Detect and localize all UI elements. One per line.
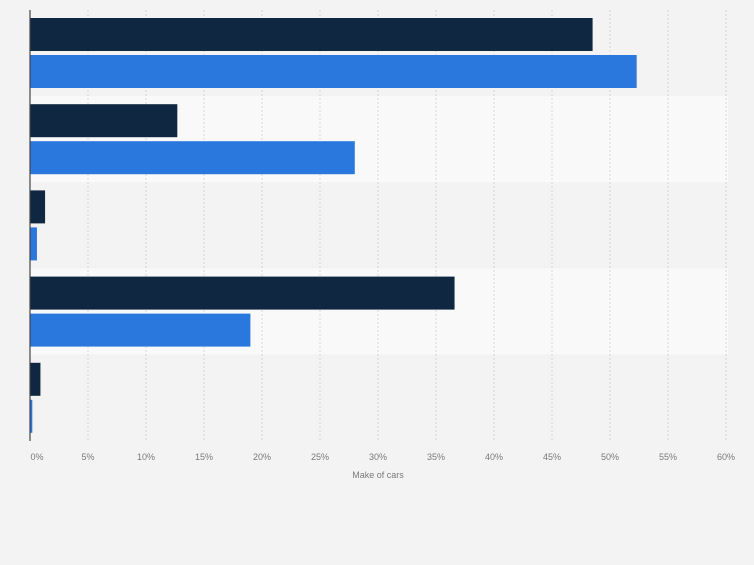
x-axis-label: Make of cars bbox=[352, 470, 404, 480]
bar-series-2 bbox=[30, 227, 37, 261]
x-tick-label: 10% bbox=[137, 452, 155, 462]
x-tick-label: 0% bbox=[30, 452, 43, 462]
bar-series-2 bbox=[30, 141, 355, 175]
x-tick-label: 50% bbox=[601, 452, 619, 462]
x-tick-label: 40% bbox=[485, 452, 503, 462]
bar-series-1 bbox=[30, 104, 178, 138]
x-tick-label: 20% bbox=[253, 452, 271, 462]
category-band bbox=[30, 182, 728, 269]
x-tick-label: 30% bbox=[369, 452, 387, 462]
x-tick-label: 5% bbox=[81, 452, 94, 462]
bar-series-1 bbox=[30, 18, 593, 51]
x-tick-label: 60% bbox=[717, 452, 735, 462]
bars bbox=[30, 18, 637, 433]
bar-series-1 bbox=[30, 190, 46, 224]
bar-series-2 bbox=[30, 55, 637, 88]
x-tick-label: 45% bbox=[543, 452, 561, 462]
bar-series-1 bbox=[30, 362, 41, 396]
category-band bbox=[30, 354, 728, 441]
bar-series-2 bbox=[30, 313, 251, 347]
x-tick-label: 25% bbox=[311, 452, 329, 462]
x-tick-labels: 0% 5% 10% 15% 20% 25% 30% 35% 40% 45% 50% 55% 60% bbox=[30, 452, 735, 462]
bar-series-1 bbox=[30, 276, 455, 310]
x-tick-label: 55% bbox=[659, 452, 677, 462]
bar-series-2 bbox=[30, 399, 33, 433]
x-tick-label: 15% bbox=[195, 452, 213, 462]
x-tick-label: 35% bbox=[427, 452, 445, 462]
